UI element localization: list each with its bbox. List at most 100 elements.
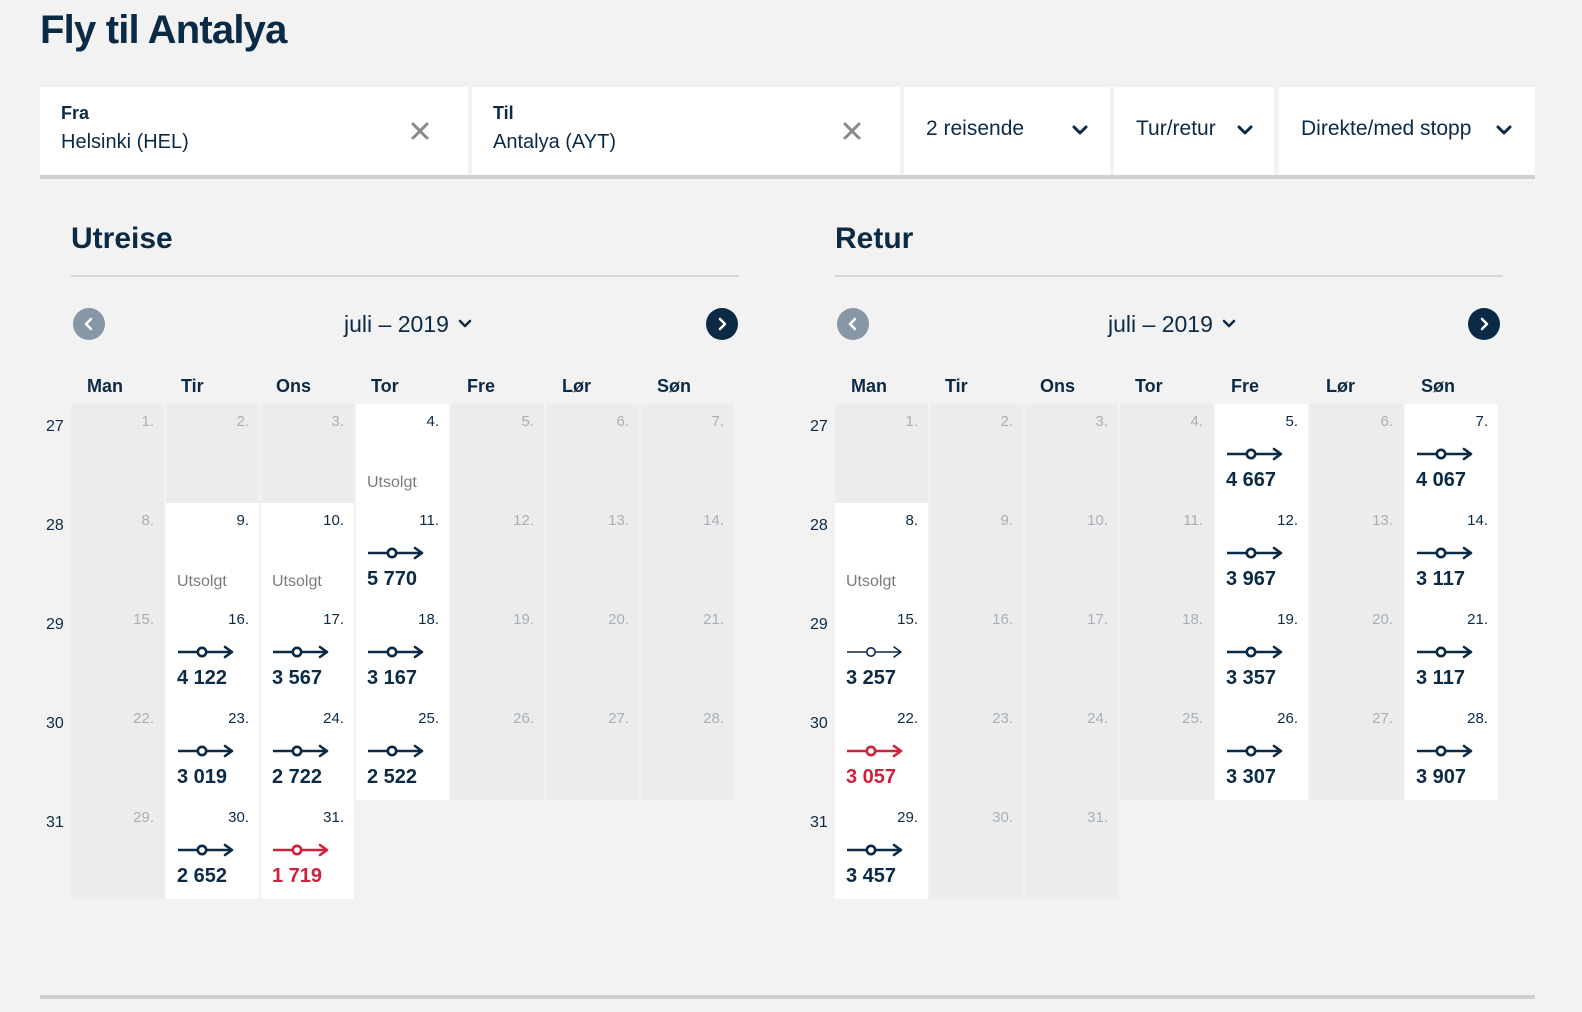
price-label: 1 719 — [272, 865, 323, 887]
day-cell: 9. — [930, 503, 1023, 602]
day-cell[interactable]: 18. 3 167 — [356, 602, 449, 701]
day-cell[interactable]: 15. 3 257 — [835, 602, 928, 701]
weekday-label: Man — [87, 376, 123, 396]
day-cell: 20. — [546, 602, 639, 701]
day-cell[interactable]: 5. 4 667 — [1215, 404, 1308, 503]
day-number: 28. — [1467, 710, 1488, 727]
from-label: Fra — [61, 103, 90, 123]
day-cell: 24. — [1025, 701, 1118, 800]
day-cell[interactable]: 16. 4 122 — [166, 602, 259, 701]
day-cell: 4. — [1120, 404, 1213, 503]
day-number: 2. — [1000, 413, 1013, 430]
day-cell[interactable]: 22. 3 057 — [835, 701, 928, 800]
weekday-label: Tor — [1135, 376, 1163, 396]
day-number: 30. — [992, 809, 1013, 826]
from-field[interactable]: Fra Helsinki (HEL) — [40, 87, 468, 175]
week-number: 27 — [810, 418, 828, 435]
chevron-right-icon — [1480, 317, 1489, 331]
day-cell[interactable]: 17. 3 567 — [261, 602, 354, 701]
day-cell: 2. — [166, 404, 259, 503]
chevron-down-icon — [1237, 125, 1253, 135]
month-select[interactable]: juli – 2019 — [344, 308, 473, 340]
day-cell[interactable]: 12. 3 967 — [1215, 503, 1308, 602]
day-number: 22. — [897, 710, 918, 727]
next-month-button[interactable] — [706, 308, 738, 340]
day-cell[interactable]: 23. 3 019 — [166, 701, 259, 800]
to-field[interactable]: Til Antalya (AYT) — [472, 87, 900, 175]
day-cell[interactable]: 24. 2 722 — [261, 701, 354, 800]
day-cell[interactable]: 26. 3 307 — [1215, 701, 1308, 800]
flight-route-icon — [1227, 447, 1283, 461]
day-number: 31. — [323, 809, 344, 826]
day-number: 21. — [703, 611, 724, 628]
day-cell: 6. — [546, 404, 639, 503]
to-value[interactable]: Antalya (AYT) — [493, 131, 616, 153]
day-cell: 7. — [641, 404, 734, 503]
clear-from-icon[interactable] — [406, 117, 434, 145]
day-number: 24. — [323, 710, 344, 727]
day-cell: 22. — [71, 701, 164, 800]
price-label: 3 257 — [846, 667, 897, 689]
day-cell[interactable]: 14. 3 117 — [1405, 503, 1498, 602]
flight-route-icon — [178, 843, 234, 857]
day-cell[interactable]: 31. 1 719 — [261, 800, 354, 899]
price-label: 2 722 — [272, 766, 323, 788]
stops-dropdown[interactable]: Direkte/med stopp — [1279, 87, 1535, 175]
day-number: 13. — [1372, 512, 1393, 529]
trip-type-value: Tur/retur — [1136, 117, 1216, 140]
day-cell: 26. — [451, 701, 544, 800]
page-title: Fly til Antalya — [40, 8, 287, 52]
day-cell[interactable]: 11. 5 770 — [356, 503, 449, 602]
day-cell: 8. — [71, 503, 164, 602]
day-number: 27. — [1372, 710, 1393, 727]
day-cell: 12. — [451, 503, 544, 602]
return-title: Retur — [835, 222, 914, 255]
day-cell[interactable]: 7. 4 067 — [1405, 404, 1498, 503]
day-cell[interactable]: 25. 2 522 — [356, 701, 449, 800]
day-number: 1. — [141, 413, 154, 430]
day-cell: 6. — [1310, 404, 1403, 503]
travelers-dropdown[interactable]: 2 reisende — [904, 87, 1110, 175]
day-number: 5. — [521, 413, 534, 430]
from-value[interactable]: Helsinki (HEL) — [61, 131, 189, 153]
flight-route-icon — [273, 843, 329, 857]
prev-month-button[interactable] — [73, 308, 105, 340]
flight-route-icon — [1417, 645, 1473, 659]
clear-to-icon[interactable] — [838, 117, 866, 145]
chevron-left-icon — [84, 317, 93, 331]
day-cell: 3. — [1025, 404, 1118, 503]
bottom-divider — [40, 995, 1535, 999]
trip-type-dropdown[interactable]: Tur/retur — [1114, 87, 1274, 175]
stops-value: Direkte/med stopp — [1301, 117, 1472, 140]
day-cell: 28. — [641, 701, 734, 800]
day-number: 17. — [1087, 611, 1108, 628]
day-number: 14. — [1467, 512, 1488, 529]
day-cell: 1. — [71, 404, 164, 503]
day-cell: 13. — [546, 503, 639, 602]
search-bar: Fra Helsinki (HEL) Til Antalya (AYT) 2 r… — [40, 87, 1535, 179]
day-cell[interactable]: 28. 3 907 — [1405, 701, 1498, 800]
day-number: 16. — [228, 611, 249, 628]
day-number: 28. — [703, 710, 724, 727]
next-month-button[interactable] — [1468, 308, 1500, 340]
day-number: 6. — [616, 413, 629, 430]
day-cell[interactable]: 30. 2 652 — [166, 800, 259, 899]
day-number: 17. — [323, 611, 344, 628]
prev-month-button[interactable] — [837, 308, 869, 340]
day-cell: 15. — [71, 602, 164, 701]
weekday-label: Søn — [1421, 376, 1455, 396]
day-number: 14. — [703, 512, 724, 529]
day-cell[interactable]: 29. 3 457 — [835, 800, 928, 899]
day-number: 29. — [897, 809, 918, 826]
day-cell: 18. — [1120, 602, 1213, 701]
price-label: 3 019 — [177, 766, 228, 788]
outbound-title: Utreise — [71, 222, 173, 255]
day-cell[interactable]: 19. 3 357 — [1215, 602, 1308, 701]
month-select[interactable]: juli – 2019 — [1108, 308, 1237, 340]
day-cell[interactable]: 21. 3 117 — [1405, 602, 1498, 701]
day-cell: 8. Utsolgt — [835, 503, 928, 602]
day-number: 25. — [418, 710, 439, 727]
day-number: 30. — [228, 809, 249, 826]
day-number: 20. — [608, 611, 629, 628]
day-number: 15. — [897, 611, 918, 628]
